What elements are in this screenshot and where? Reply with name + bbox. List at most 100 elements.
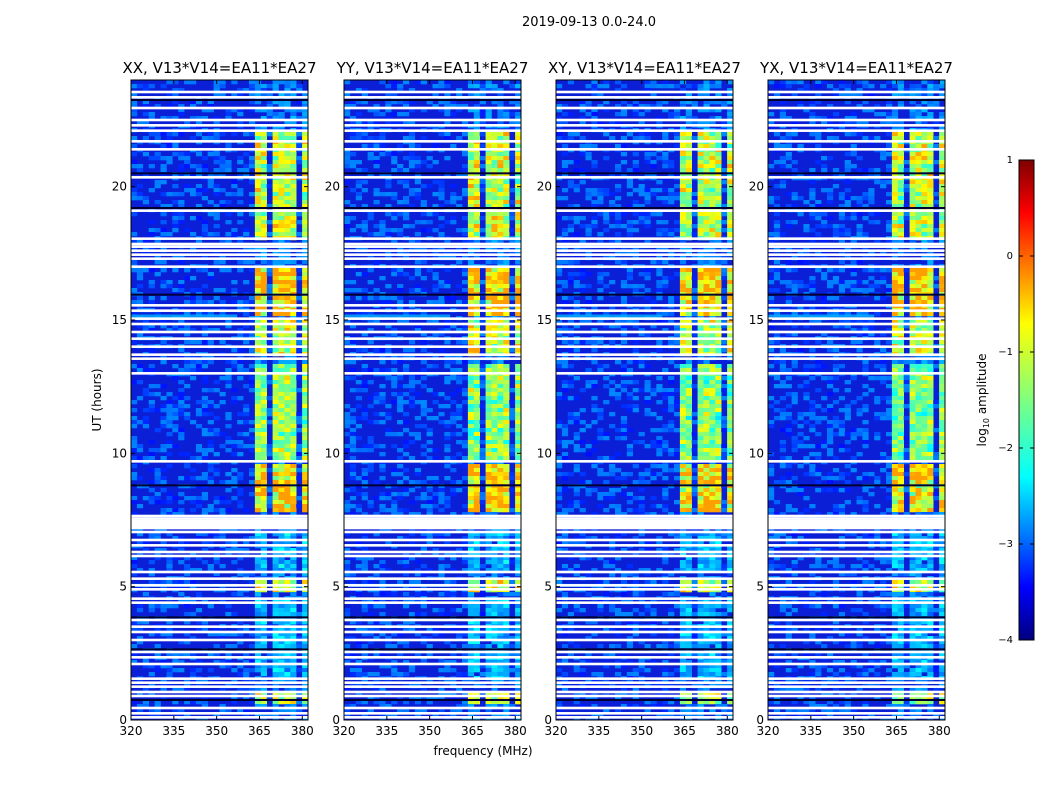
heatmap-cell xyxy=(349,228,357,233)
heatmap-cell xyxy=(361,468,368,473)
heatmap-cell xyxy=(503,636,510,641)
heatmap-cell xyxy=(178,168,185,173)
heatmap-cell xyxy=(278,180,285,185)
heatmap-cell xyxy=(503,204,510,209)
heatmap-cell xyxy=(302,448,309,453)
heatmap-cell xyxy=(272,220,279,225)
heatmap-cell xyxy=(237,472,244,477)
heatmap-cell xyxy=(485,416,492,421)
heatmap-cell xyxy=(148,480,155,485)
heatmap-cell xyxy=(290,448,297,453)
heatmap-cell xyxy=(503,548,510,553)
heatmap-cell xyxy=(278,168,285,173)
heatmap-cell xyxy=(391,160,398,165)
heatmap-cell xyxy=(184,564,191,569)
heatmap-cell xyxy=(243,88,250,93)
heatmap-cell xyxy=(231,560,238,565)
heatmap-cell xyxy=(201,540,208,545)
heatmap-cell xyxy=(213,160,220,165)
heatmap-cell xyxy=(302,452,309,457)
heatmap-cell xyxy=(272,560,279,565)
heatmap-cell xyxy=(485,108,492,113)
heatmap-cell xyxy=(131,400,138,405)
heatmap-cell xyxy=(190,276,197,281)
heatmap-cell xyxy=(491,468,498,473)
heatmap-cell xyxy=(367,500,374,505)
heatmap-cell xyxy=(254,380,262,385)
heatmap-cell xyxy=(497,104,504,109)
x-tick-label: 365 xyxy=(461,724,484,738)
heatmap-cell xyxy=(379,192,386,197)
heatmap-cell xyxy=(260,612,267,617)
heatmap-cell xyxy=(491,556,498,561)
heatmap-cell xyxy=(131,436,138,441)
heatmap-cell xyxy=(136,284,144,289)
heatmap-cell xyxy=(403,184,410,189)
heatmap-cell xyxy=(190,652,197,657)
heatmap-cell xyxy=(355,168,362,173)
heatmap-cell xyxy=(414,260,421,265)
heatmap-cell xyxy=(367,504,374,509)
heatmap-cell xyxy=(473,180,480,185)
heatmap-cell xyxy=(296,348,303,353)
heatmap-cell xyxy=(462,360,469,365)
heatmap-cell xyxy=(462,132,469,137)
heatmap-cell xyxy=(485,568,492,573)
heatmap-cell xyxy=(479,120,486,125)
heatmap-cell xyxy=(302,436,309,441)
heatmap-cell xyxy=(278,332,285,337)
heatmap-cell xyxy=(260,692,267,697)
heatmap-cell xyxy=(462,444,469,449)
heatmap-cell xyxy=(344,420,351,425)
heatmap-cell xyxy=(515,660,522,665)
heatmap-cell xyxy=(473,388,480,393)
flagged-row xyxy=(344,317,521,320)
heatmap-cell xyxy=(249,192,256,197)
heatmap-cell xyxy=(444,320,451,325)
heatmap-cell xyxy=(367,136,374,141)
heatmap-cell xyxy=(397,480,404,485)
heatmap-cell xyxy=(231,592,238,597)
heatmap-cell xyxy=(373,348,380,353)
heatmap-cell xyxy=(497,496,504,501)
heatmap-cell xyxy=(467,384,475,389)
heatmap-cell xyxy=(344,564,351,569)
heatmap-cell xyxy=(509,84,516,89)
flagged-row xyxy=(131,662,308,666)
heatmap-cell xyxy=(355,120,362,125)
heatmap-cell xyxy=(515,604,522,609)
heatmap-cell xyxy=(414,268,421,273)
heatmap-cell xyxy=(367,232,374,237)
heatmap-cell xyxy=(213,404,220,409)
heatmap-cell xyxy=(290,136,297,141)
heatmap-cell xyxy=(154,312,161,317)
heatmap-cell xyxy=(284,564,291,569)
heatmap-cell xyxy=(515,528,522,533)
heatmap-cell xyxy=(497,412,504,417)
heatmap-cell xyxy=(136,240,144,245)
heatmap-cell xyxy=(367,612,374,617)
heatmap-cell xyxy=(290,476,297,481)
heatmap-cell xyxy=(444,132,451,137)
heatmap-cell xyxy=(254,636,262,641)
heatmap-cell xyxy=(142,368,149,373)
heatmap-cell xyxy=(254,224,262,229)
heatmap-cell xyxy=(284,108,291,113)
heatmap-cell xyxy=(178,132,185,137)
flagged-row xyxy=(131,625,308,628)
heatmap-cell xyxy=(172,216,179,221)
heatmap-cell xyxy=(136,552,144,557)
heatmap-cell xyxy=(266,496,273,501)
flagged-row xyxy=(344,706,521,710)
heatmap-cell xyxy=(278,104,285,109)
heatmap-cell xyxy=(142,320,149,325)
heatmap-cell xyxy=(260,268,267,273)
heatmap-cell xyxy=(515,568,522,573)
flagged-row xyxy=(131,124,308,127)
heatmap-cell xyxy=(509,200,516,205)
flagged-row xyxy=(131,638,308,642)
heatmap-cell xyxy=(237,632,244,637)
heatmap-cell xyxy=(195,444,203,449)
heatmap-cell xyxy=(456,404,463,409)
heatmap-cell xyxy=(373,396,380,401)
